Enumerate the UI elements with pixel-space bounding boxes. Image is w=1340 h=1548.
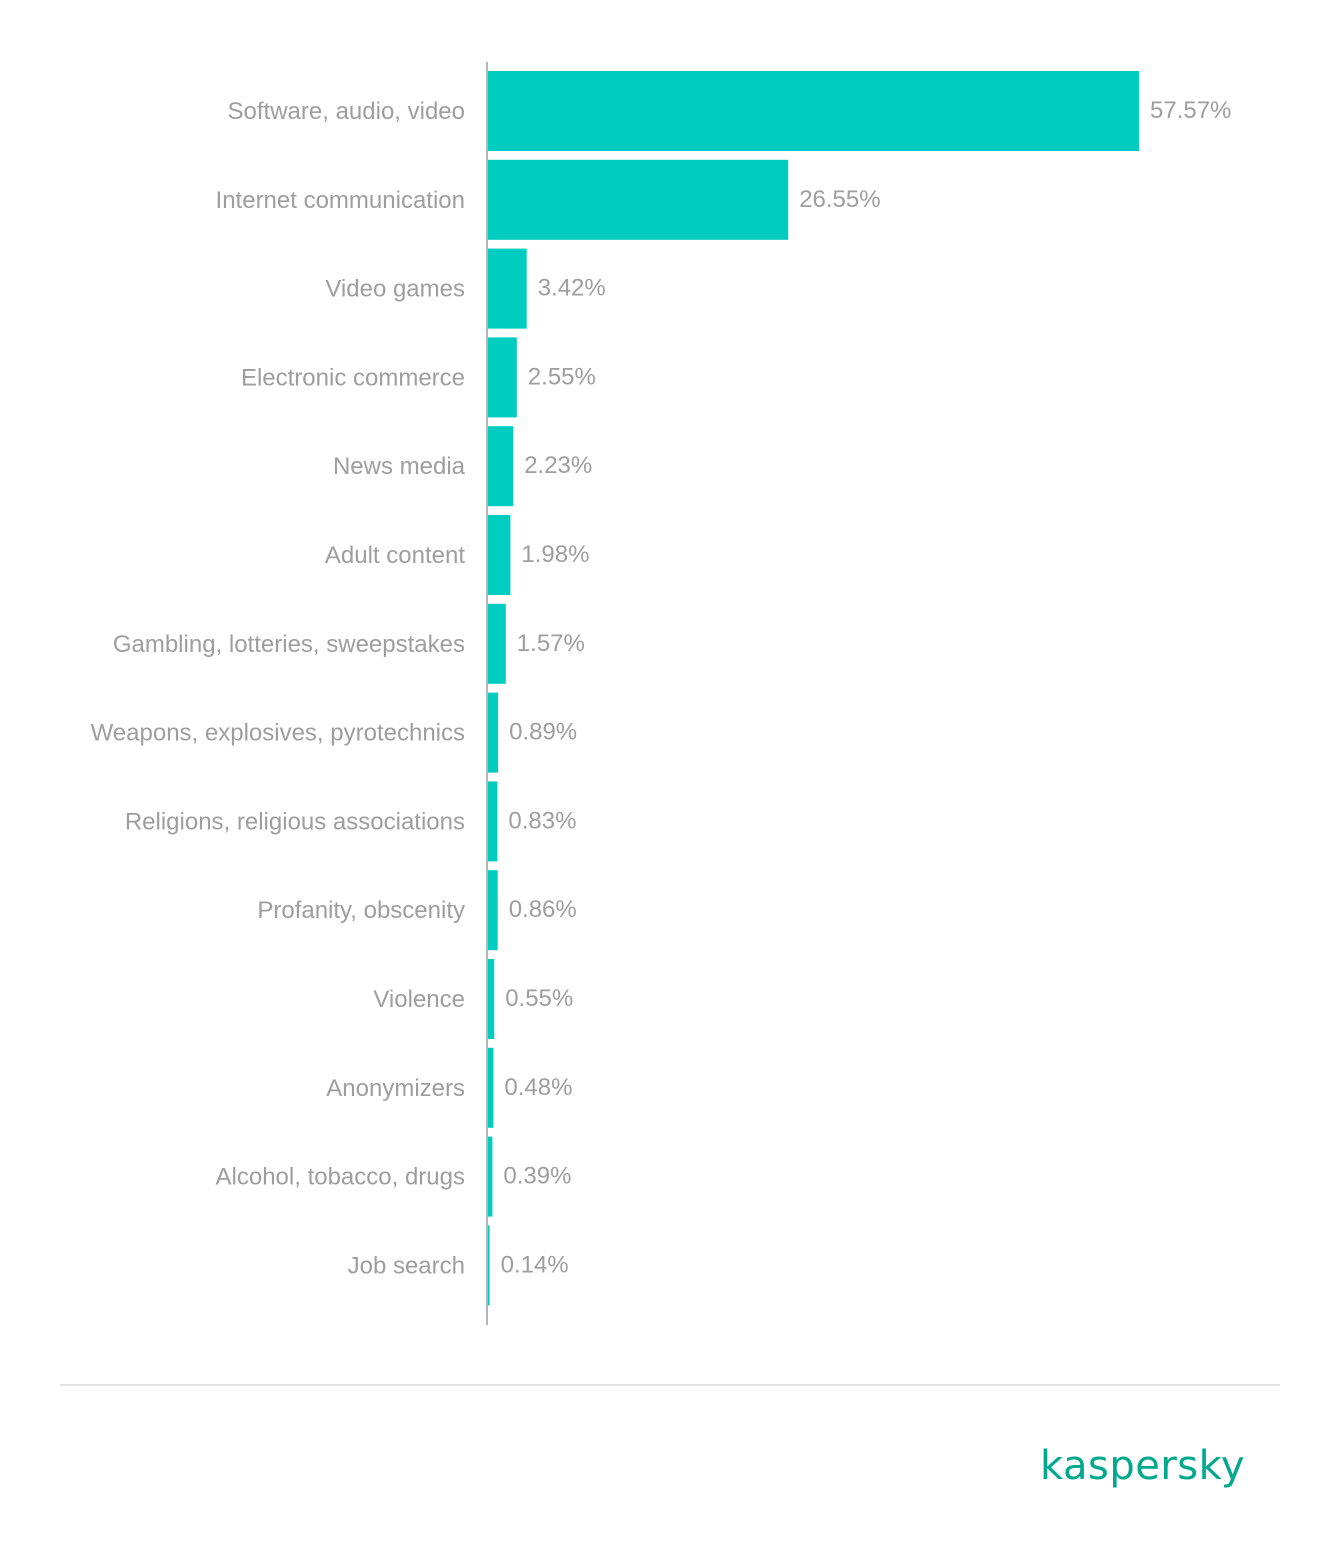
value-label-software-audio-video: 57.57% <box>1150 97 1231 124</box>
value-label-religions-religious-associations: 0.83% <box>508 807 576 834</box>
value-label-profanity-obscenity: 0.86% <box>509 896 577 923</box>
value-labels: 57.57% 26.55% 3.42% 2.55% 2.23% 1.98% 1.57% 0.8… <box>501 97 1232 1278</box>
category-label-internet-communication: Internet communication <box>216 187 465 214</box>
bar-chart: Software, audio, video Internet communica… <box>91 62 1232 1325</box>
category-label-alcohol-tobacco-drugs: Alcohol, tobacco, drugs <box>216 1164 465 1191</box>
value-label-anonymizers: 0.48% <box>504 1074 572 1101</box>
category-label-anonymizers: Anonymizers <box>326 1075 465 1102</box>
bar-religions-religious-associations <box>488 781 498 862</box>
category-label-religions-religious-associations: Religions, religious associations <box>125 808 465 835</box>
bar-software-audio-video <box>488 71 1139 151</box>
bar-electronic-commerce <box>488 337 517 418</box>
bar-anonymizers <box>488 1047 494 1128</box>
category-label-profanity-obscenity: Profanity, obscenity <box>257 897 465 924</box>
category-label-adult-content: Adult content <box>325 542 465 569</box>
category-label-violence: Violence <box>373 986 465 1013</box>
category-label-software-audio-video: Software, audio, video <box>228 98 465 125</box>
category-label-video-games: Video games <box>325 276 465 303</box>
bar-violence <box>488 959 495 1039</box>
category-label-job-search: Job search <box>348 1252 465 1279</box>
bars-layer <box>488 71 1139 1306</box>
value-label-adult-content: 1.98% <box>521 541 589 568</box>
category-label-electronic-commerce: Electronic commerce <box>241 364 465 391</box>
category-labels: Software, audio, video Internet communica… <box>91 98 466 1279</box>
value-label-gambling-lotteries-sweepstakes: 1.57% <box>517 630 585 657</box>
category-label-weapons-explosives-pyrotechnics: Weapons, explosives, pyrotechnics <box>91 720 465 747</box>
bar-adult-content <box>488 515 511 595</box>
value-label-electronic-commerce: 2.55% <box>528 363 596 390</box>
value-label-internet-communication: 26.55% <box>799 186 880 213</box>
bar-alcohol-tobacco-drugs <box>488 1136 493 1217</box>
bar-weapons-explosives-pyrotechnics <box>488 692 499 773</box>
value-label-news-media: 2.23% <box>524 452 592 479</box>
value-label-job-search: 0.14% <box>501 1251 569 1278</box>
bar-gambling-lotteries-sweepstakes <box>488 603 506 684</box>
value-label-weapons-explosives-pyrotechnics: 0.89% <box>509 719 577 746</box>
bar-video-games <box>488 248 527 329</box>
value-label-violence: 0.55% <box>505 985 573 1012</box>
value-label-video-games: 3.42% <box>538 275 606 302</box>
bar-job-search <box>488 1225 490 1306</box>
footer-divider <box>60 1384 1280 1386</box>
kaspersky-logo: kaspersky <box>1040 1443 1246 1489</box>
category-label-news-media: News media <box>333 453 466 480</box>
bar-news-media <box>488 426 514 507</box>
category-label-gambling-lotteries-sweepstakes: Gambling, lotteries, sweepstakes <box>113 631 465 658</box>
bar-profanity-obscenity <box>488 870 498 951</box>
bar-internet-communication <box>488 159 789 240</box>
value-label-alcohol-tobacco-drugs: 0.39% <box>503 1163 571 1190</box>
